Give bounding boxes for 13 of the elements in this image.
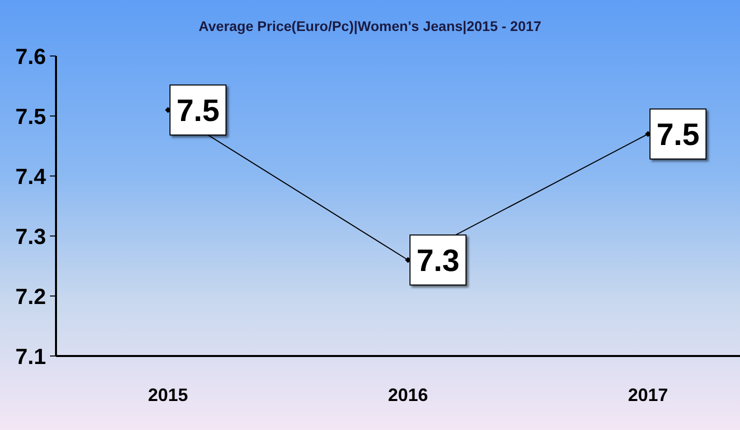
chart-title: Average Price(Euro/Pc)|Women's Jeans|2015 - 2017 (198, 18, 542, 34)
y-tick-label: 7.4 (15, 164, 47, 189)
y-tick-label: 7.6 (15, 44, 46, 69)
x-tick-label: 2017 (628, 384, 668, 405)
data-label: 7.3 (416, 243, 460, 278)
x-tick-label: 2015 (148, 384, 188, 405)
y-tick-label: 7.5 (15, 104, 46, 129)
y-tick-label: 7.1 (15, 344, 46, 369)
y-tick-label: 7.2 (15, 284, 46, 309)
data-label: 7.5 (176, 93, 220, 128)
x-tick-label: 2016 (388, 384, 428, 405)
y-tick-label: 7.3 (15, 224, 46, 249)
data-label: 7.5 (656, 117, 700, 152)
